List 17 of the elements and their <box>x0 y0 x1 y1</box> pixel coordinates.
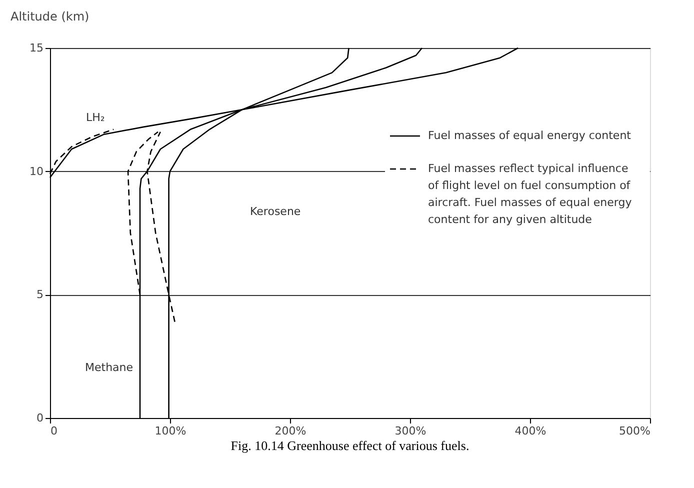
annotation: Methane <box>85 361 134 374</box>
x-tick-label: 500% <box>619 424 650 438</box>
text: Fig. 10.14 Greenhouse effect of various fuels. <box>230 438 470 453</box>
x-tick-label: 0 <box>50 424 58 438</box>
y-tick-label: 10 <box>30 164 44 178</box>
legend-label: Fuel masses of equal energy content <box>428 129 632 142</box>
y-tick-label: 0 <box>36 412 44 424</box>
y-axis-title: Altitude (km) <box>10 10 90 24</box>
y-tick-label: 15 <box>30 42 44 54</box>
x-tick-label: 300% <box>394 424 426 438</box>
annotation: LH₂ <box>86 111 105 124</box>
legend-label: Fuel masses reflect typical influence of flight level on fuel consumption of aircraft. Fuel masses of equal energy content for any given altitude <box>428 162 632 226</box>
x-tick-label: 400% <box>514 424 546 438</box>
annotation: Kerosene <box>250 205 301 218</box>
y-tick-label: 5 <box>36 288 44 302</box>
x-tick-label: 200% <box>274 424 306 438</box>
x-tick-label: 100% <box>154 424 186 438</box>
